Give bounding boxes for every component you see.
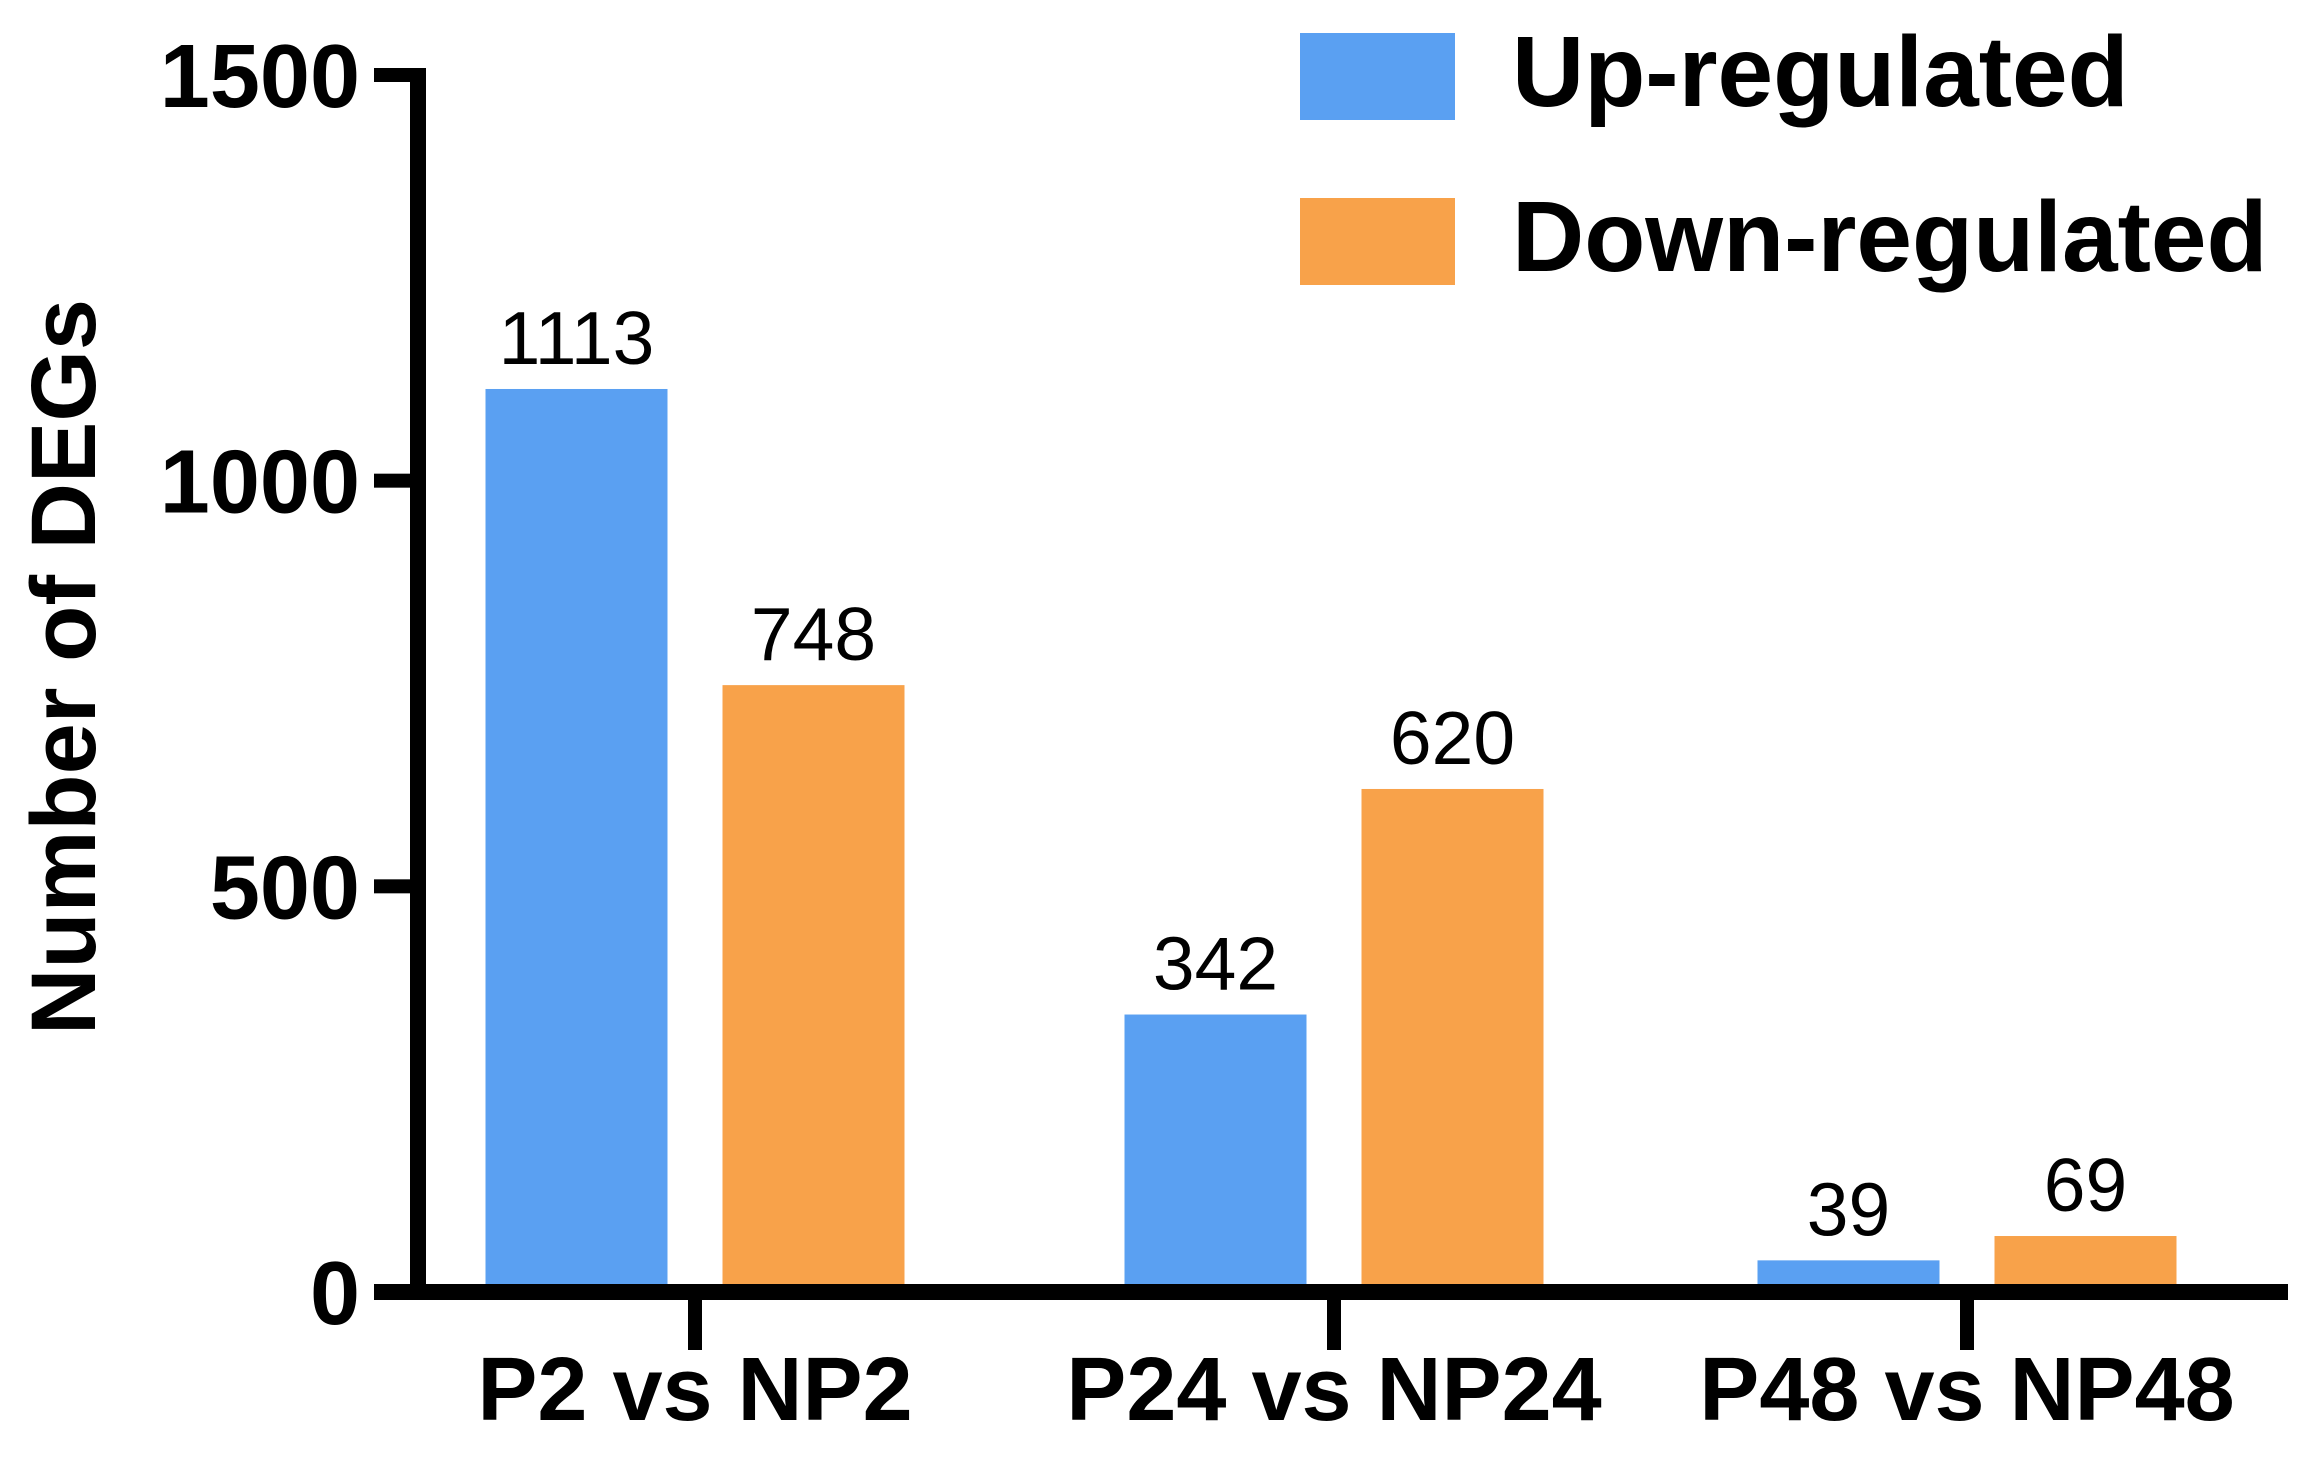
y-tick-label: 0 [310, 1244, 360, 1344]
x-category-label: P2 vs NP2 [477, 1340, 912, 1440]
y-axis-title: Number of DEGs [13, 299, 115, 1035]
y-tick-label: 1000 [160, 433, 360, 533]
bar-value-label: 69 [2044, 1143, 2127, 1227]
legend-swatch-down-regulated [1300, 198, 1455, 285]
bar-value-label: 39 [1807, 1167, 1890, 1251]
bar-value-label: 342 [1153, 922, 1278, 1006]
y-tick-label: 500 [210, 838, 360, 938]
y-axis-line [410, 68, 426, 1300]
bar-down-2 [1994, 1236, 2177, 1292]
bar-value-label: 1113 [499, 296, 655, 380]
x-axis-tick [688, 1300, 702, 1350]
bar-up-0 [485, 388, 668, 1293]
x-axis-tick [1960, 1300, 1974, 1350]
bar-up-1 [1124, 1014, 1307, 1292]
legend-label: Up-regulated [1512, 16, 2129, 128]
bar-value-label: 620 [1390, 696, 1515, 780]
y-axis-tick [374, 473, 410, 488]
x-category-label: P48 vs NP48 [1699, 1340, 2234, 1440]
bar-down-0 [722, 685, 905, 1292]
legend-label: Down-regulated [1512, 181, 2268, 293]
x-axis-tick [1327, 1300, 1341, 1350]
x-category-label: P24 vs NP24 [1066, 1340, 1601, 1440]
y-tick-label: 1500 [160, 27, 360, 127]
y-axis-tick [374, 68, 410, 82]
legend-swatch-up-regulated [1300, 33, 1455, 120]
y-axis-tick [374, 879, 410, 894]
x-axis-line [374, 1284, 2288, 1300]
bar-value-label: 748 [751, 592, 876, 676]
bar-down-1 [1361, 788, 1544, 1292]
